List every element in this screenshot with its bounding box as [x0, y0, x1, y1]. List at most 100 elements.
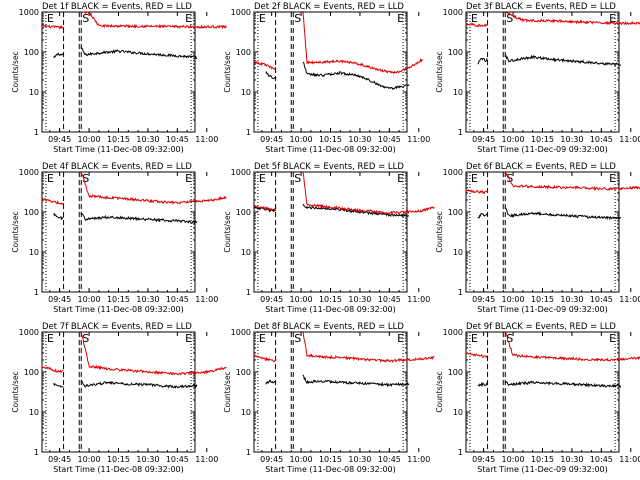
x-tick-label: 10:45: [590, 455, 613, 464]
x-tick-label: 10:00: [78, 135, 101, 144]
y-tick-label: 1000: [19, 328, 39, 337]
y-tick-label: 100: [448, 48, 463, 57]
lld-series-line: [504, 331, 640, 362]
x-tick-label: 09:45: [472, 455, 495, 464]
y-axis-title: Counts/sec: [223, 51, 232, 92]
plot-frame: [41, 11, 196, 133]
y-axis-title: Counts/sec: [11, 211, 20, 252]
x-tick-label: 10:00: [290, 455, 313, 464]
events-series-line: [80, 212, 198, 225]
y-axis-title: Counts/sec: [11, 51, 20, 92]
lld-series-line: [253, 354, 276, 363]
x-tick-label: 11:00: [195, 295, 218, 304]
events-series-line: [302, 374, 410, 388]
events-series-line: [80, 379, 198, 389]
x-axis-title: Start Time (11-Dec-09 09:32:00): [477, 145, 608, 154]
lld-series-line: [80, 172, 227, 205]
x-tick-label: 11:00: [195, 135, 218, 144]
y-tick-label: 1: [34, 448, 39, 457]
x-tick-label: 10:00: [502, 135, 525, 144]
time-marker-label: E: [471, 12, 478, 25]
events-series-line: [504, 380, 622, 389]
x-tick-label: 10:45: [378, 455, 401, 464]
x-tick-label: 10:30: [348, 295, 371, 304]
x-tick-label: 10:15: [107, 135, 130, 144]
lld-series-line: [81, 11, 227, 30]
x-tick-label: 10:30: [560, 135, 583, 144]
plot-frame: [41, 331, 196, 453]
x-axis-title: Start Time (11-Dec-08 09:32:00): [53, 145, 184, 154]
x-tick-label: 09:45: [48, 455, 71, 464]
time-marker-label: E: [47, 332, 54, 345]
y-tick-label: 1: [246, 128, 251, 137]
x-tick-label: 09:45: [472, 295, 495, 304]
x-tick-label: 10:45: [378, 295, 401, 304]
time-marker-label: S: [82, 172, 89, 185]
panel-title: Det 4f BLACK = Events, RED = LLD: [42, 162, 192, 172]
lld-series-line: [465, 22, 488, 28]
y-axis-title: Counts/sec: [435, 371, 444, 412]
y-tick-label: 100: [236, 48, 251, 57]
plot-frame: [253, 11, 408, 133]
x-axis-title: Start Time (11-Dec-08 09:32:00): [265, 145, 396, 154]
y-axis-title: Counts/sec: [435, 51, 444, 92]
detector-panel-9: Det 9f BLACK = Events, RED = LLD 1 10 100 10…: [435, 322, 640, 474]
time-marker-label: E: [397, 12, 404, 25]
panel-title: Det 7f BLACK = Events, RED = LLD: [42, 322, 192, 332]
y-tick-label: 1000: [443, 328, 463, 337]
x-tick-label: 11:00: [619, 455, 640, 464]
y-tick-label: 1: [458, 448, 463, 457]
time-marker-label: E: [185, 332, 192, 345]
x-tick-label: 09:45: [48, 135, 71, 144]
x-tick-label: 10:30: [136, 455, 159, 464]
lld-series-line: [465, 352, 488, 359]
y-tick-label: 1000: [443, 8, 463, 17]
time-marker-label: E: [397, 332, 404, 345]
time-marker-label: S: [294, 172, 301, 185]
time-marker-label: S: [506, 12, 513, 25]
y-axis-title: Counts/sec: [11, 371, 20, 412]
detector-panel-1: Det 1f BLACK = Events, RED = LLD 1 10 100 10…: [11, 2, 227, 154]
y-tick-label: 100: [448, 208, 463, 217]
x-tick-label: 10:45: [590, 295, 613, 304]
y-tick-label: 1000: [443, 168, 463, 177]
panel-title: Det 3f BLACK = Events, RED = LLD: [466, 2, 616, 12]
events-series-line: [265, 379, 276, 385]
y-tick-label: 1000: [231, 8, 251, 17]
x-axis-title: Start Time (11-Dec-08 09:32:00): [53, 465, 184, 474]
y-tick-label: 100: [24, 368, 39, 377]
y-tick-label: 1000: [19, 168, 39, 177]
x-tick-label: 10:00: [290, 295, 313, 304]
x-tick-label: 09:45: [260, 295, 283, 304]
y-tick-label: 100: [24, 208, 39, 217]
y-tick-label: 1: [34, 288, 39, 297]
y-axis-title: Counts/sec: [223, 211, 232, 252]
y-tick-label: 100: [24, 48, 39, 57]
plot-frame: [465, 331, 620, 453]
time-marker-label: S: [506, 172, 513, 185]
events-series-line: [53, 52, 65, 59]
time-marker-label: E: [471, 332, 478, 345]
y-tick-label: 100: [448, 368, 463, 377]
y-tick-label: 1000: [19, 8, 39, 17]
detector-panel-2: Det 2f BLACK = Events, RED = LLD 1 10 100 10…: [223, 2, 430, 154]
x-tick-label: 10:45: [166, 135, 189, 144]
x-axis-title: Start Time (11-Dec-09 09:32:00): [477, 305, 608, 314]
x-tick-label: 10:30: [136, 135, 159, 144]
time-marker-label: E: [47, 12, 54, 25]
x-tick-label: 09:45: [260, 135, 283, 144]
lld-series-line: [253, 60, 277, 70]
events-series-line: [477, 213, 489, 219]
y-tick-label: 10: [453, 248, 463, 257]
y-tick-label: 10: [29, 408, 39, 417]
time-marker-label: E: [47, 172, 54, 185]
lld-series-line: [302, 172, 435, 215]
x-tick-label: 10:30: [560, 295, 583, 304]
x-tick-label: 10:00: [502, 295, 525, 304]
y-axis-title: Counts/sec: [435, 211, 444, 252]
x-tick-label: 10:00: [78, 455, 101, 464]
x-tick-label: 10:30: [136, 295, 159, 304]
events-series-line: [504, 206, 622, 221]
x-tick-label: 11:00: [195, 455, 218, 464]
